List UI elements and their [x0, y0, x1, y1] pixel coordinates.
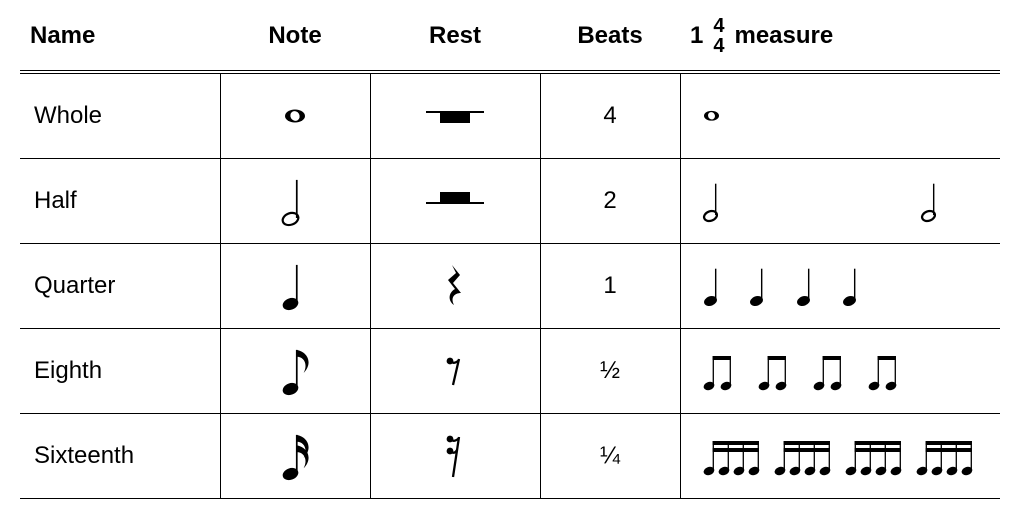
measure-cell [680, 72, 1000, 159]
row-name: Eighth [20, 329, 220, 414]
table-body: Whole 4 Half 2 Quarter 1 Eighth ½ Sixteenth ¼ [20, 72, 1000, 499]
quarter-note-icon [794, 263, 821, 309]
measure-cell [680, 244, 1000, 329]
note-symbol-cell [220, 159, 370, 244]
beats-value: ½ [540, 329, 680, 414]
measure-cell [680, 159, 1000, 244]
whole-note-icon [281, 107, 309, 125]
header-note: Note [220, 8, 370, 72]
sixteenth-rest-icon [444, 433, 466, 479]
whole-note-small-icon [701, 109, 722, 123]
rest-symbol-cell [370, 159, 540, 244]
rest-symbol-cell [370, 72, 540, 159]
note-values-table: Name Note Rest Beats 1 4 4 measure Whole… [20, 8, 1000, 499]
beats-value: ¼ [540, 414, 680, 499]
quarter-rest-icon [445, 263, 465, 309]
row-name: Half [20, 159, 220, 244]
half-note-icon [279, 173, 311, 228]
row-name: Quarter [20, 244, 220, 329]
eighth-note-icon [279, 343, 311, 398]
table-row: Eighth ½ [20, 329, 1000, 414]
measure-cell [680, 414, 1000, 499]
half-note-icon [701, 178, 728, 224]
beats-value: 2 [540, 159, 680, 244]
table-row: Quarter 1 [20, 244, 1000, 329]
table-row: Whole 4 [20, 72, 1000, 159]
header-measure: 1 4 4 measure [680, 8, 1000, 72]
measure-cell [680, 329, 1000, 414]
beamed-group-icon [914, 434, 977, 478]
rest-symbol-cell [370, 244, 540, 329]
quarter-note-icon [747, 263, 774, 309]
quarter-note-icon [279, 258, 311, 313]
header-measure-one: 1 [690, 22, 703, 50]
beamed-group-icon [843, 434, 906, 478]
note-symbol-cell [220, 244, 370, 329]
table-row: Half 2 [20, 159, 1000, 244]
ts-bottom: 4 [713, 36, 724, 56]
header-rest: Rest [370, 8, 540, 72]
quarter-note-icon [701, 263, 728, 309]
half-note-icon [919, 178, 946, 224]
beamed-group-icon [701, 434, 764, 478]
beamed-group-icon [756, 349, 791, 393]
header-name: Name [20, 8, 220, 72]
rest-symbol-cell [370, 329, 540, 414]
row-name: Sixteenth [20, 414, 220, 499]
beamed-group-icon [866, 349, 901, 393]
half-rest-icon [424, 188, 486, 214]
time-signature-icon: 4 4 [713, 16, 724, 56]
beamed-group-icon [701, 349, 736, 393]
note-symbol-cell [220, 72, 370, 159]
whole-rest-icon [424, 103, 486, 129]
beamed-group-icon [772, 434, 835, 478]
beats-value: 4 [540, 72, 680, 159]
quarter-note-icon [840, 263, 867, 309]
header-row: Name Note Rest Beats 1 4 4 measure [20, 8, 1000, 72]
sixteenth-note-icon [279, 428, 311, 483]
note-symbol-cell [220, 414, 370, 499]
eighth-rest-icon [444, 355, 466, 387]
row-name: Whole [20, 72, 220, 159]
header-beats: Beats [540, 8, 680, 72]
beats-value: 1 [540, 244, 680, 329]
note-symbol-cell [220, 329, 370, 414]
table-row: Sixteenth ¼ [20, 414, 1000, 499]
beamed-group-icon [811, 349, 846, 393]
rest-symbol-cell [370, 414, 540, 499]
ts-top: 4 [713, 16, 724, 36]
header-measure-word: measure [734, 22, 833, 50]
